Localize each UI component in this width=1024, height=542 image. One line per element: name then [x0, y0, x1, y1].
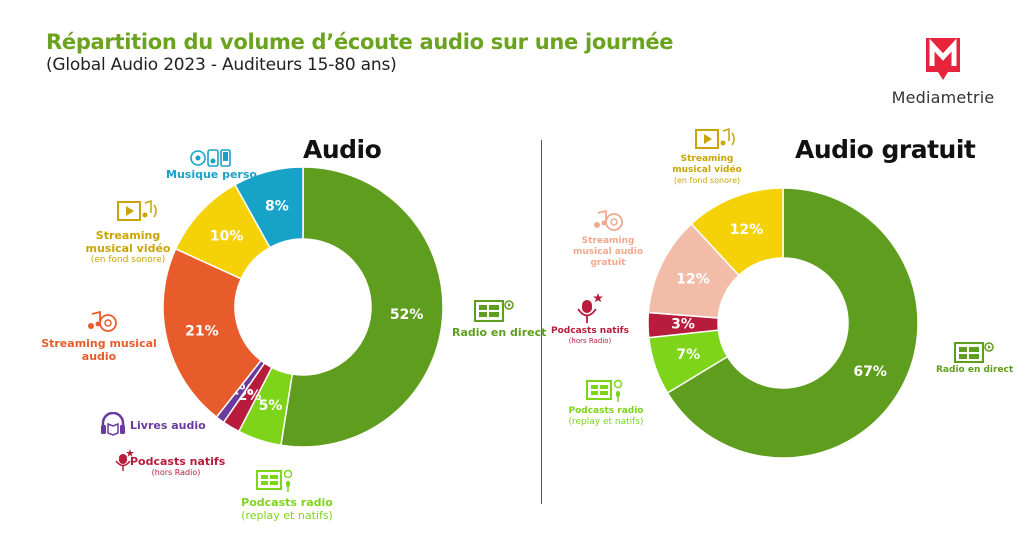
legend-label-streaming-musical-video: Streaming musical vidéo (en fond sonore): [85, 229, 171, 266]
slice-value-podcasts-radio: 5%: [259, 398, 283, 414]
headphones-book-icon: [101, 412, 125, 436]
slice-value-podcasts-natifs: 3%: [671, 317, 695, 333]
slice-musique-perso: [233, 166, 304, 249]
slice-value-streaming-musical-video: 10%: [210, 228, 244, 244]
personal-music-icon: [190, 149, 231, 167]
legend-label-podcasts-radio: Podcasts radio (replay et natifs): [241, 496, 333, 523]
slice-streaming-musical-video: [690, 187, 784, 277]
slice-streaming-musical-audio: [162, 247, 263, 419]
legend-label-musique-perso: Musique perso: [166, 168, 257, 181]
chart-divider: [541, 140, 542, 504]
slice-value-musique-perso: 8%: [265, 198, 289, 214]
radio-icon-gratuit: [954, 342, 994, 363]
microphone-icon: [115, 449, 134, 471]
slice-value-radio-en-direct: 52%: [390, 307, 424, 323]
music-stream-icon: [88, 310, 117, 332]
music-stream-icon-gratuit: [594, 209, 623, 231]
slice-value-streaming-musical-video: 12%: [730, 222, 764, 238]
radio-icon: [474, 300, 514, 322]
microphone-icon-gratuit: [577, 293, 603, 323]
slice-radio-en-direct: [666, 187, 919, 459]
legend-label-podcasts-natifs: Podcasts natifs (hors Radio): [130, 455, 226, 478]
chart-main-title: Répartition du volume d’écoute audio sur…: [46, 30, 674, 54]
video-music-icon-gratuit: [695, 127, 735, 149]
legend-label-podcasts-natifs-gratuit: Podcasts natifs (hors Radio): [551, 326, 629, 345]
legend-label-streaming-musical-audio-gratuit: Streaming musical audio gratuit: [572, 236, 644, 268]
chart-title-audio: Audio: [303, 135, 382, 164]
slice-value-radio-en-direct: 67%: [853, 364, 887, 380]
slice-value-streaming-musical-audio: 21%: [185, 324, 219, 340]
legend-label-radio-en-direct-gratuit: Radio en direct: [936, 365, 1014, 375]
slice-value-podcasts-radio: 7%: [676, 347, 700, 363]
chart-subtitle: (Global Audio 2023 - Auditeurs 15-80 ans…: [46, 55, 397, 75]
legend-label-podcasts-radio-gratuit: Podcasts radio (replay et natifs): [568, 406, 644, 427]
slice-radio-en-direct: [280, 166, 444, 448]
legend-label-streaming-musical-audio: Streaming musical audio: [41, 337, 157, 364]
mediametrie-logo-icon: [926, 38, 960, 80]
podcast-radio-icon: [256, 469, 293, 492]
video-music-icon: [117, 199, 157, 221]
mediametrie-logo-text: Mediametrie: [891, 88, 995, 107]
legend-label-livres-audio: Livres audio: [130, 419, 206, 432]
slice-value-streaming-musical-audio-gratuit: 12%: [676, 271, 710, 287]
chart-title-audio-gratuit: Audio gratuit: [795, 135, 976, 164]
legend-label-streaming-musical-video-gratuit: Streaming musical vidéo (en fond sonore): [672, 154, 742, 185]
podcast-radio-icon-gratuit: [586, 379, 623, 402]
legend-label-radio-en-direct: Radio en direct: [452, 326, 547, 339]
